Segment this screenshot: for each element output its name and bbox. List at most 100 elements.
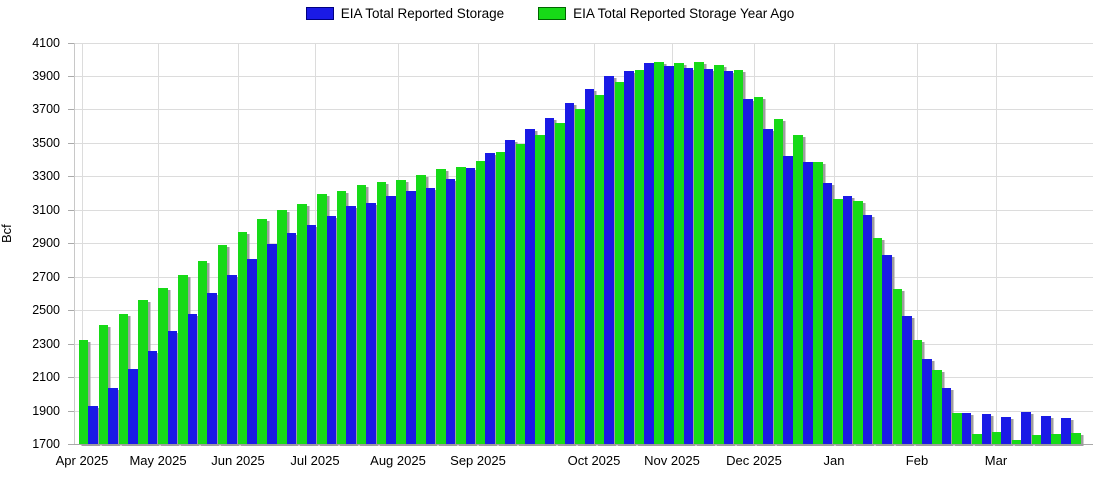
bar-current-week-32 (683, 67, 694, 444)
y-tick (68, 276, 74, 278)
bar-current-week-40 (842, 196, 853, 444)
y-tick (68, 42, 74, 44)
bar-current-week-27 (584, 89, 595, 444)
legend-item-year-ago: EIA Total Reported Storage Year Ago (538, 6, 794, 21)
bar-year-ago-week-46 (972, 433, 982, 444)
y-tick (68, 410, 74, 412)
bar-current-week-35 (743, 99, 753, 444)
bar-year-ago-week-1 (78, 340, 89, 444)
x-tick-label: Jan (823, 453, 845, 468)
bar-year-ago-week-27 (594, 95, 605, 444)
legend-label-current: EIA Total Reported Storage (340, 6, 505, 21)
bar-current-week-22 (485, 152, 495, 444)
x-tick-label: Sep 2025 (450, 453, 506, 468)
bar-year-ago-week-29 (634, 70, 645, 444)
y-tick-label: 3500 (32, 135, 60, 150)
bar-year-ago-week-13 (317, 193, 327, 444)
bar-year-ago-week-24 (535, 134, 545, 444)
bar-year-ago-week-19 (436, 168, 446, 444)
bar-current-week-44 (922, 358, 932, 444)
x-tick-label: Feb (905, 453, 929, 468)
y-tick (68, 75, 74, 77)
bar-year-ago-week-2 (98, 325, 109, 444)
bar-current-week-24 (525, 129, 535, 444)
y-tick (68, 176, 74, 178)
bar-current-week-34 (723, 70, 734, 444)
y-tick-label: 3100 (32, 202, 60, 217)
y-tick-label: 2900 (32, 236, 60, 251)
y-axis-line (74, 42, 75, 444)
bar-year-ago-week-42 (892, 289, 903, 444)
bar-current-week-47 (981, 413, 992, 444)
bar-year-ago-week-40 (852, 201, 863, 444)
bar-year-ago-week-17 (396, 179, 406, 444)
bar-year-ago-week-26 (575, 108, 585, 444)
bar-current-week-51 (1061, 417, 1071, 444)
y-tick-label: 2300 (32, 336, 60, 351)
y-tick-label: 2700 (32, 269, 60, 284)
bar-year-ago-week-47 (991, 431, 1002, 444)
y-tick (68, 243, 74, 245)
bar-year-ago-week-22 (495, 151, 506, 444)
bar-current-week-17 (386, 195, 396, 444)
bar-current-week-37 (783, 156, 793, 444)
bar-current-week-9 (227, 275, 237, 444)
bar-current-week-12 (286, 233, 297, 444)
bar-current-week-8 (207, 293, 218, 444)
y-tick (68, 377, 74, 379)
bar-year-ago-week-38 (813, 162, 823, 444)
bar-year-ago-week-8 (217, 244, 228, 444)
x-tick-label: Aug 2025 (370, 453, 426, 468)
bar-year-ago-week-25 (555, 122, 565, 444)
bar-year-ago-week-9 (237, 231, 248, 444)
chart-legend: EIA Total Reported Storage EIA Total Rep… (0, 6, 1100, 21)
bar-current-week-46 (961, 413, 972, 444)
y-tick-label: 1700 (32, 437, 60, 451)
y-tick-label: 1900 (32, 403, 60, 418)
bar-current-week-28 (604, 75, 615, 444)
x-tick-label: Nov 2025 (644, 453, 700, 468)
bar-current-week-50 (1041, 415, 1051, 444)
y-tick (68, 343, 74, 345)
bar-year-ago-week-37 (793, 135, 803, 444)
bar-current-week-14 (326, 216, 337, 444)
bar-year-ago-week-43 (912, 340, 923, 444)
x-tick-label: May 2025 (129, 453, 187, 468)
bar-year-ago-week-35 (753, 96, 764, 444)
bar-year-ago-week-10 (257, 218, 268, 444)
bar-year-ago-week-11 (277, 209, 287, 444)
y-tick-label: 4100 (32, 35, 60, 50)
bar-current-week-31 (664, 65, 674, 444)
bar-year-ago-week-45 (952, 413, 962, 444)
bar-year-ago-week-33 (714, 65, 724, 444)
x-tick-label: Oct 2025 (567, 453, 621, 468)
y-tick (68, 109, 74, 111)
bar-current-week-20 (445, 178, 456, 444)
bar-year-ago-week-49 (1031, 435, 1042, 444)
y-tick (68, 310, 74, 312)
bar-current-week-36 (763, 128, 773, 444)
bar-year-ago-week-51 (1071, 433, 1081, 444)
bar-current-week-23 (505, 139, 515, 444)
bar-year-ago-week-28 (614, 81, 625, 444)
bar-year-ago-week-39 (833, 198, 843, 444)
bar-year-ago-week-5 (158, 288, 168, 444)
bar-year-ago-week-30 (654, 61, 665, 444)
bar-year-ago-week-48 (1011, 440, 1022, 444)
bar-year-ago-week-15 (356, 184, 367, 444)
bar-year-ago-week-7 (197, 260, 208, 444)
bar-year-ago-week-41 (872, 238, 883, 444)
bar-year-ago-week-23 (515, 143, 526, 444)
bar-year-ago-week-6 (178, 275, 188, 444)
x-tick-label: Jun 2025 (211, 453, 265, 468)
bar-current-week-39 (822, 183, 833, 444)
bar-current-week-10 (247, 259, 257, 444)
y-gridline (74, 444, 1093, 445)
bar-year-ago-week-31 (674, 63, 684, 444)
current-series-swatch-icon (305, 7, 334, 20)
bar-current-week-6 (167, 331, 178, 444)
bar-year-ago-week-20 (455, 167, 466, 444)
bar-year-ago-week-44 (932, 370, 942, 444)
